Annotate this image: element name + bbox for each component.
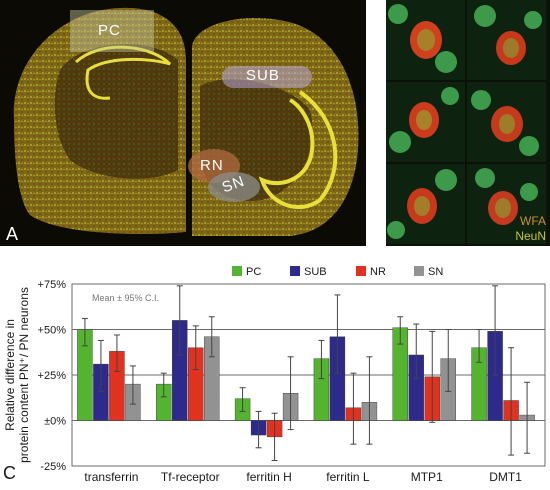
legend-label-sub: SUB bbox=[304, 266, 327, 278]
neuron-image-5 bbox=[386, 164, 465, 244]
legend-item-nr: NR bbox=[356, 266, 386, 278]
x-tick-label: Tf-receptor bbox=[161, 470, 220, 484]
y-axis-title-line1: Relative difference in bbox=[3, 319, 17, 431]
x-tick-label: MTP1 bbox=[411, 470, 443, 484]
region-label-sub: SUB bbox=[246, 67, 280, 84]
y-tick-label: +25% bbox=[38, 370, 67, 382]
y-axis-title-line2: protein content PN⁺/ PN neurons bbox=[17, 287, 31, 463]
neuron-closeup-grid: B WFA NeuN bbox=[372, 0, 550, 246]
panel-letter-a: A bbox=[6, 224, 19, 244]
legend-swatch-nr bbox=[356, 266, 366, 276]
legend-swatch-sub bbox=[290, 266, 300, 276]
legend-item-sn: SN bbox=[414, 266, 443, 278]
brain-section-micrograph: PC SUB RN SN A bbox=[0, 0, 366, 246]
stain-label-wfa: WFA bbox=[520, 214, 546, 228]
panel-letter-c: C bbox=[3, 463, 16, 483]
y-tick-label: +50% bbox=[38, 325, 67, 337]
bar-chart-panel: PC SUB NR SN -25% ±0% +25% +50% +75% Relative… bbox=[0, 252, 550, 485]
legend-swatch-pc bbox=[232, 266, 242, 276]
legend-label-sn: SN bbox=[428, 266, 444, 278]
neuron-image-4 bbox=[467, 82, 546, 162]
brain-section-illustration bbox=[13, 7, 359, 237]
y-tick-label: ±0% bbox=[44, 416, 66, 428]
region-label-rn: RN bbox=[200, 157, 224, 174]
x-tick-label: DMT1 bbox=[489, 470, 522, 484]
x-tick-label: ferritin L bbox=[326, 470, 370, 484]
neuron-image-1 bbox=[386, 0, 465, 80]
x-tick-label: transferrin bbox=[84, 470, 138, 484]
neuron-image-2 bbox=[467, 0, 546, 80]
stain-label-neun: NeuN bbox=[515, 229, 546, 243]
legend-swatch-sn bbox=[414, 266, 424, 276]
panel-letter-b: B bbox=[372, 224, 385, 244]
y-tick-label: -25% bbox=[40, 461, 66, 473]
region-label-pc: PC bbox=[98, 22, 121, 39]
legend-item-sub: SUB bbox=[290, 266, 327, 278]
bar-chart: -25% ±0% +25% +50% +75% Relative difference i… bbox=[3, 279, 546, 484]
legend-label-pc: PC bbox=[246, 266, 262, 278]
neuron-image-6 bbox=[467, 164, 546, 244]
y-tick-label: +75% bbox=[38, 279, 67, 291]
ci-note: Mean ± 95% C.I. bbox=[92, 293, 159, 303]
legend-label-nr: NR bbox=[370, 266, 386, 278]
neuron-image-3 bbox=[386, 82, 465, 162]
x-tick-label: ferritin H bbox=[246, 470, 291, 484]
legend-item-pc: PC bbox=[232, 266, 261, 278]
